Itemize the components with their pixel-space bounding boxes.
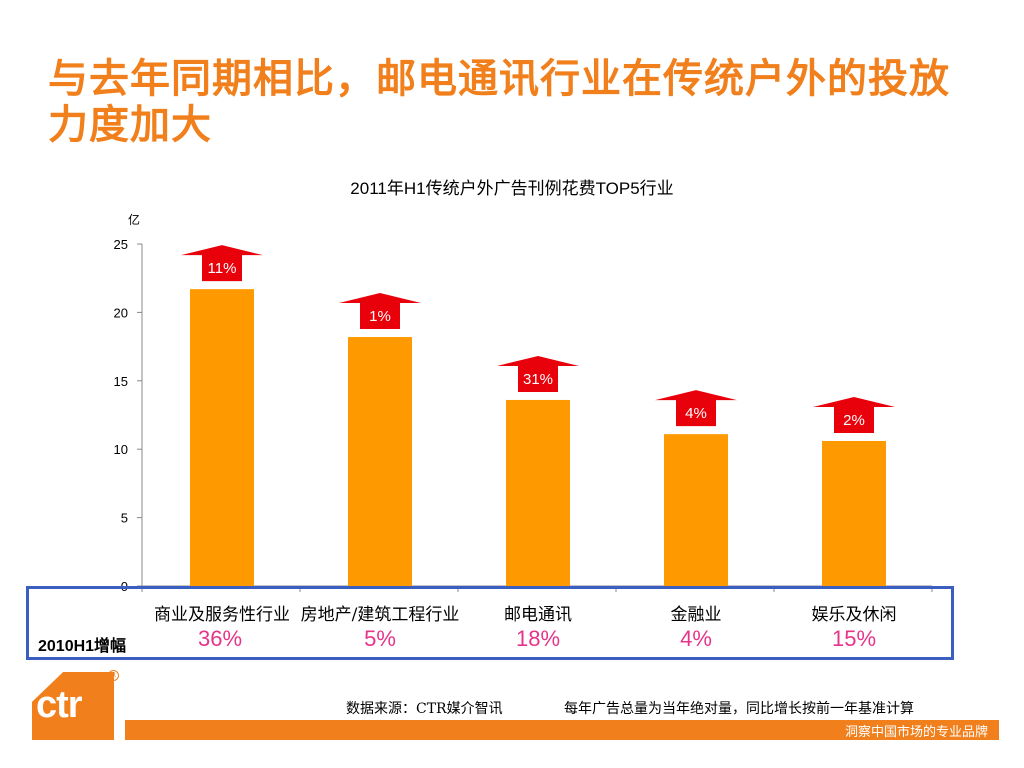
category-label: 金融业 [670,605,722,625]
y-tick-label: 5 [121,511,128,526]
bar [822,440,886,586]
calculation-note: 每年广告总量为当年绝对量，同比增长按前一年基准计算 [564,701,914,717]
y-unit-label: 亿 [128,212,140,227]
y-tick-label: 25 [114,237,128,252]
growth-arrow-icon [181,245,263,282]
bar [348,337,412,586]
growth-arrow-icon [497,355,579,392]
growth-arrow-icon [339,293,421,330]
category-label: 房地产/建筑工程行业 [300,605,460,625]
growth-2010-value: 4% [680,626,712,651]
growth-2010-value: 5% [364,626,396,651]
logo-text: ctr [36,684,83,726]
category-label: 商业及服务性行业 [154,605,290,625]
growth-arrow-icon [813,396,895,433]
growth-2010-value: 36% [197,626,243,651]
category-label: 邮电通讯 [504,605,572,625]
footer-slogan: 洞察中国市场的专业品牌 [844,725,988,740]
growth-2010-value: 18% [515,626,561,651]
yoy-label: 31% [523,371,553,388]
data-source: 数据来源：CTR媒介智讯 [346,701,503,717]
chart-title: 2011年H1传统户外广告刊例花费TOP5行业 [350,179,674,198]
bar [664,434,728,586]
growth-row-label: 2010H1增幅 [38,638,127,655]
y-tick-label: 20 [114,305,128,320]
category-label: 娱乐及休闲 [811,605,897,625]
footer-bar [125,720,999,740]
growth-arrow-icon [655,390,737,427]
yoy-label: 4% [685,405,707,422]
bar [190,289,254,586]
registered-mark-icon: R [108,670,119,681]
slide-title: 与去年同期相比，邮电通讯行业在传统户外的投放力度加大 [48,56,950,148]
yoy-label: 11% [208,260,237,277]
growth-2010-value: 15% [831,626,877,651]
bar [506,399,570,586]
growth-box [26,586,954,660]
yoy-label: 2% [843,412,865,429]
yoy-label: 1% [369,308,391,325]
y-tick-label: 10 [114,442,128,457]
y-tick-label: 15 [114,374,128,389]
